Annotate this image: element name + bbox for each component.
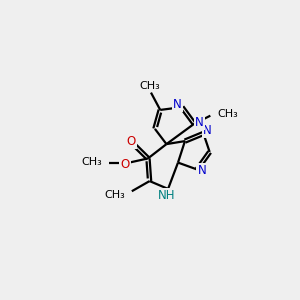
Text: N: N bbox=[195, 116, 204, 129]
Text: O: O bbox=[120, 158, 130, 171]
Text: N: N bbox=[173, 98, 182, 111]
Text: O: O bbox=[127, 135, 136, 148]
Text: NH: NH bbox=[158, 189, 175, 202]
Text: N: N bbox=[197, 164, 206, 177]
Text: CH₃: CH₃ bbox=[105, 190, 125, 200]
Text: CH₃: CH₃ bbox=[82, 157, 102, 167]
Text: N: N bbox=[203, 124, 212, 137]
Text: CH₃: CH₃ bbox=[140, 81, 160, 91]
Text: CH₃: CH₃ bbox=[217, 109, 238, 119]
